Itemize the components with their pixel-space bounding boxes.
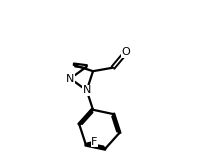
Text: O: O xyxy=(122,47,130,57)
Text: N: N xyxy=(66,74,74,84)
Text: F: F xyxy=(91,136,97,146)
Text: N: N xyxy=(83,85,91,95)
